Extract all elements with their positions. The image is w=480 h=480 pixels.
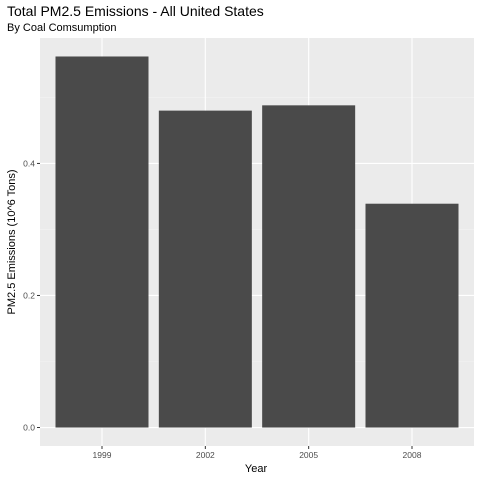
- x-tick-label: 2005: [299, 450, 318, 460]
- x-axis-title: Year: [245, 463, 268, 475]
- x-tick-label: 1999: [93, 450, 112, 460]
- bar-2005: [262, 105, 356, 428]
- chart-title: Total PM2.5 Emissions - All United State…: [7, 3, 264, 19]
- y-tick-label: 0.0: [23, 423, 35, 433]
- x-tick-label: 2008: [403, 450, 422, 460]
- y-axis: 0.0 0.2 0.4: [23, 158, 40, 433]
- y-axis-title: PM2.5 Emissions (10^6 Tons): [6, 170, 18, 315]
- y-tick-label: 0.4: [23, 158, 35, 168]
- y-tick-label: 0.2: [23, 290, 35, 300]
- x-axis: 1999 2002 2005 2008: [93, 446, 422, 460]
- chart-subtitle: By Coal Comsumption: [7, 22, 116, 34]
- x-tick-label: 2002: [196, 450, 215, 460]
- bar-2008: [365, 203, 459, 428]
- bar-1999: [55, 56, 149, 428]
- bar-2002: [158, 110, 252, 428]
- bar-series: [55, 56, 459, 428]
